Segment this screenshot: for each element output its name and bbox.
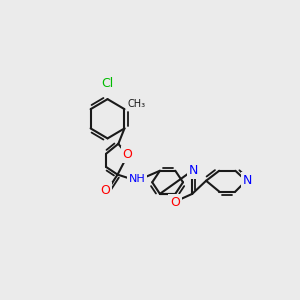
Text: CH₃: CH₃: [128, 99, 146, 109]
Text: N: N: [189, 164, 199, 177]
Text: N: N: [243, 174, 252, 187]
Text: O: O: [170, 196, 180, 209]
Text: O: O: [100, 184, 110, 196]
Text: NH: NH: [128, 174, 145, 184]
Text: O: O: [123, 148, 133, 161]
Text: Cl: Cl: [101, 77, 114, 90]
